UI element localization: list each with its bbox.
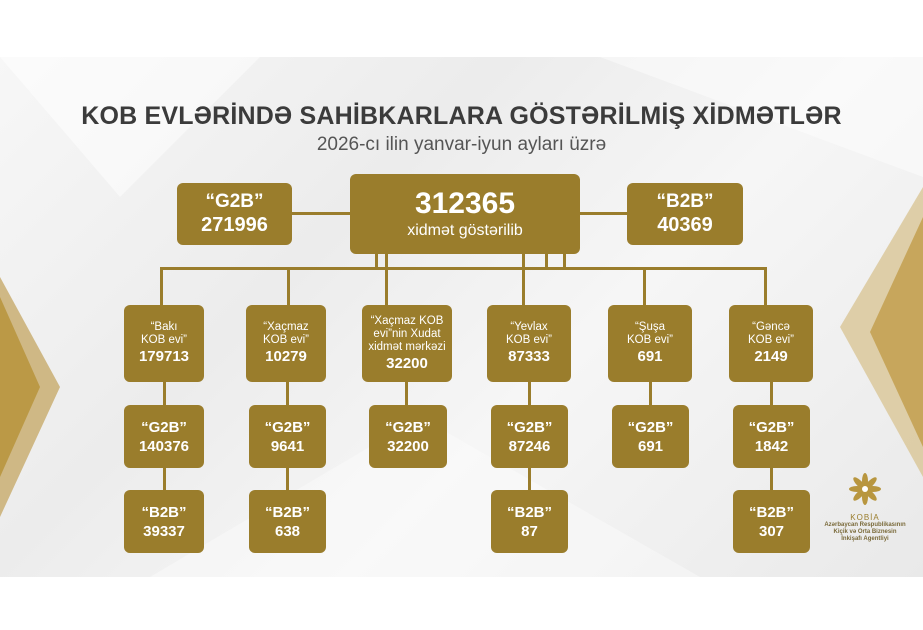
g2b-value: 9641	[270, 437, 305, 455]
total-services-box: 312365 xidmət göstərilib	[350, 174, 580, 254]
g2b-value: 140376	[138, 437, 190, 455]
g2b-label: “G2B”	[748, 418, 795, 436]
house-b2b-box: “B2B” 87	[491, 490, 568, 553]
house-value: 10279	[265, 348, 307, 365]
house-g2b-box: “G2B” 140376	[124, 405, 204, 468]
house-b2b-box: “B2B” 638	[249, 490, 326, 553]
b2b-value: 307	[758, 522, 785, 540]
connector	[563, 250, 566, 270]
total-services-value: 312365	[414, 187, 516, 220]
house-g2b-box: “G2B” 32200	[369, 405, 447, 468]
b2b-label: “B2B”	[748, 503, 794, 521]
connector	[528, 382, 531, 407]
house-g2b-box: “G2B” 87246	[491, 405, 568, 468]
b2b-label: “B2B”	[264, 503, 310, 521]
house-label: “Şuşa KOB evi”	[626, 321, 673, 346]
house-g2b-box: “G2B” 691	[612, 405, 689, 468]
house-box-gence: “Gəncə KOB evi” 2149	[729, 305, 813, 382]
connector	[578, 212, 628, 215]
connector	[643, 267, 646, 307]
logo-org-name: Azərbaycan Respublikasının Kiçik və Orta…	[824, 522, 906, 542]
connector	[286, 467, 289, 492]
g2b-value: 32200	[387, 437, 429, 455]
connector	[375, 250, 378, 270]
connector	[160, 267, 163, 307]
g2b-value: 87246	[508, 437, 551, 455]
house-label: “Xaçmaz KOB evi”nin Xudat xidmət mərkəzi	[368, 314, 446, 353]
page-title: KOB EVLƏRİNDƏ SAHİBKARLARA GÖSTƏRİLMİŞ X…	[81, 102, 842, 130]
total-b2b-label: “B2B”	[656, 191, 714, 212]
house-value: 2149	[754, 348, 788, 365]
total-b2b-box: “B2B” 40369	[627, 183, 743, 245]
connector	[764, 267, 767, 307]
g2b-value: 1842	[754, 437, 789, 455]
total-b2b-value: 40369	[657, 214, 713, 236]
b2b-value: 39337	[143, 522, 185, 540]
house-value: 179713	[138, 348, 190, 365]
g2b-label: “G2B”	[506, 418, 553, 436]
total-g2b-value: 271996	[201, 214, 268, 236]
page-subtitle: 2026-cı ilin yanvar-iyun ayları üzrə	[316, 134, 607, 155]
connector	[160, 267, 766, 270]
house-box-yevlax: “Yevlax KOB evi” 87333	[487, 305, 571, 382]
b2b-value: 638	[274, 522, 301, 540]
total-g2b-box: “G2B” 271996	[177, 183, 292, 245]
connector	[286, 382, 289, 407]
house-label: “Xaçmaz KOB evi”	[262, 321, 309, 346]
g2b-label: “G2B”	[141, 418, 187, 436]
connector	[287, 267, 290, 307]
g2b-label: “G2B”	[264, 418, 311, 436]
b2b-value: 87	[521, 522, 538, 540]
connector	[770, 382, 773, 407]
house-label: “Bakı KOB evi”	[140, 321, 187, 346]
house-value: 32200	[386, 354, 428, 372]
b2b-label: “B2B”	[141, 503, 187, 521]
house-g2b-box: “G2B” 1842	[733, 405, 810, 468]
connector	[649, 382, 652, 407]
house-label: “Yevlax KOB evi”	[505, 321, 552, 346]
house-b2b-box: “B2B” 39337	[124, 490, 204, 553]
connector	[405, 382, 408, 407]
connector	[163, 382, 166, 407]
g2b-value: 691	[637, 437, 664, 455]
house-value: 87333	[508, 348, 550, 365]
total-g2b-label: “G2B”	[205, 191, 264, 212]
kobia-logo: KOBİA Azərbaycan Respublikasının Kiçik v…	[822, 472, 908, 543]
house-g2b-box: “G2B” 9641	[249, 405, 326, 468]
house-label: “Gəncə KOB evi”	[747, 321, 794, 346]
b2b-label: “B2B”	[506, 503, 552, 521]
connector	[522, 250, 525, 307]
house-box-xudat: “Xaçmaz KOB evi”nin Xudat xidmət mərkəzi…	[362, 305, 452, 382]
house-value: 691	[637, 348, 663, 365]
logo-brand: KOBİA	[850, 513, 880, 522]
connector	[163, 467, 166, 492]
g2b-label: “G2B”	[627, 418, 674, 436]
connector	[528, 467, 531, 492]
connector	[290, 212, 352, 215]
house-box-xacmaz: “Xaçmaz KOB evi” 10279	[246, 305, 326, 382]
flower-icon	[849, 473, 881, 505]
house-box-baki: “Bakı KOB evi” 179713	[124, 305, 204, 382]
house-b2b-box: “B2B” 307	[733, 490, 810, 553]
connector	[385, 250, 388, 307]
g2b-label: “G2B”	[385, 418, 431, 436]
connector	[545, 250, 548, 270]
connector	[770, 467, 773, 492]
house-box-susa: “Şuşa KOB evi” 691	[608, 305, 692, 382]
infographic-canvas: KOB EVLƏRİNDƏ SAHİBKARLARA GÖSTƏRİLMİŞ X…	[0, 57, 923, 577]
total-services-label: xidmət göstərilib	[407, 222, 523, 239]
